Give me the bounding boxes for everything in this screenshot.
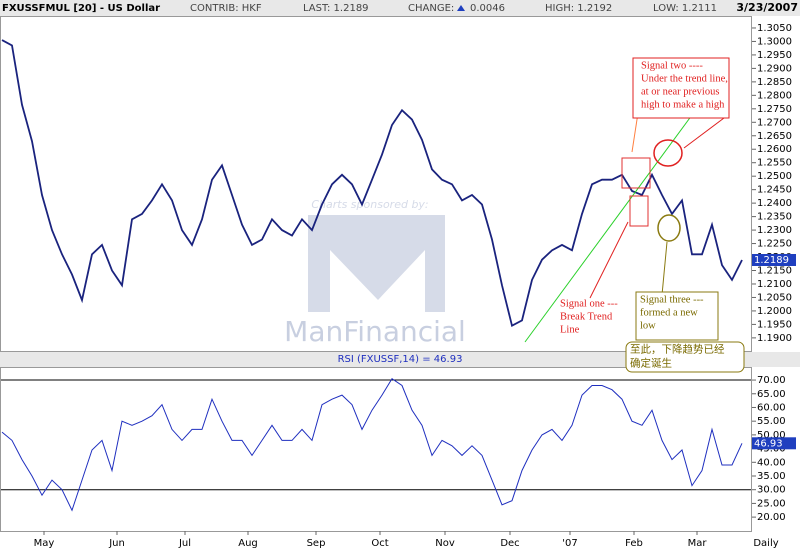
annotation-text: Signal two ---- [641,60,703,71]
y-tick-label: 1.2550 [757,158,792,169]
period-label: Daily [753,538,778,549]
y-tick-label: 1.2700 [757,117,792,128]
last-value-box [752,437,796,450]
annotation-text: Signal three --- [640,294,704,305]
x-tick-label: Dec [500,538,519,549]
y-tick-label: 25.00 [757,498,786,509]
annotation-text: formed a new [640,307,698,318]
circle [657,214,681,242]
y-tick-label: 1.1900 [757,333,792,344]
circle [653,139,683,167]
x-tick-label: Sep [307,538,326,549]
annotation-text: Break Trend [560,311,613,322]
arrow [683,114,729,149]
y-tick-label: 1.2750 [757,104,792,115]
series-line [1,377,743,512]
watermark-sponsor: Charts sponsored by: [311,198,428,211]
y-tick-label: 1.2400 [757,198,792,209]
contrib: CONTRIB: HKF [190,3,262,14]
x-tick-label: Jul [178,538,191,549]
annotation-text: Under the trend line, [641,73,728,84]
rsi-title: RSI (FXUSSF,14) = 46.93 [338,354,463,365]
x-tick-label: Nov [435,538,455,549]
x-tick-label: May [34,538,55,549]
annotation-box [635,291,719,341]
last-value-label: 46.93 [754,438,783,449]
y-tick-label: 50.00 [757,430,786,441]
y-tick-label: 1.2050 [757,292,792,303]
low: LOW: 1.2111 [653,3,717,14]
y-tick-label: 1.1950 [757,319,792,330]
y-tick-label: 35.00 [757,471,786,482]
annotation-box [625,341,745,373]
x-tick-label: Mar [688,538,708,549]
y-tick-label: 1.2950 [757,50,792,61]
high: HIGH: 1.2192 [545,3,612,14]
annotation-box [632,57,730,119]
y-tick-label: 40.00 [757,457,786,468]
rsi-panel [0,367,752,532]
y-tick-label: 55.00 [757,416,786,427]
last-value-box [752,253,796,266]
y-tick-label: 1.3050 [757,23,792,34]
y-tick-label: 1.3000 [757,36,792,47]
annotation-text: high to make a high [641,99,725,110]
y-tick-label: 60.00 [757,402,786,413]
date: 3/23/2007 [736,1,798,14]
x-tick-label: Feb [625,538,643,549]
annotation-text: low [640,320,656,331]
annotation-text: at or near previous [641,86,719,97]
annotation-text: 确定诞生 [630,356,672,369]
y-tick-label: 1.2900 [757,63,792,74]
x-tick-label: Jun [108,538,125,549]
last: LAST: 1.2189 [303,3,369,14]
series-line [1,39,743,328]
y-tick-label: 1.2150 [757,266,792,277]
highlight-box [629,195,649,227]
annotation-text: Signal one --- [560,298,618,309]
y-tick-label: 70.00 [757,375,786,386]
watermark-logo [308,215,445,312]
symbol: FXUSSFMUL [20] - US Dollar [2,3,160,14]
y-tick-label: 1.2100 [757,279,792,290]
y-tick-label: 1.2000 [757,306,792,317]
up-arrow [457,5,465,11]
annotation-text: Line [560,324,580,335]
y-tick-label: 1.2800 [757,90,792,101]
watermark-brand: ManFinancial [284,315,466,348]
y-tick-label: 65.00 [757,389,786,400]
change: 0.0046 [470,3,505,14]
arrow [589,221,629,299]
rsi-title-bar [0,352,800,367]
arrow [661,241,668,296]
y-tick-label: 1.2250 [757,239,792,250]
y-tick-label: 1.2300 [757,225,792,236]
header-bar [0,0,800,16]
y-tick-label: 1.2350 [757,212,792,223]
highlight-box [621,157,651,189]
annotation-text: 至此，下降趋势已经 [630,342,725,355]
x-tick-label: '07 [562,538,577,549]
x-tick-label: Aug [238,538,258,549]
y-tick-label: 1.2650 [757,131,792,142]
trend-line [524,114,693,343]
last-value-label: 1.2189 [754,255,789,266]
y-tick-label: 1.2450 [757,185,792,196]
y-tick-label: 1.2600 [757,144,792,155]
x-tick-label: Oct [371,538,388,549]
y-tick-label: 30.00 [757,485,786,496]
price-panel [0,16,752,352]
y-tick-label: 1.2850 [757,77,792,88]
change-label: CHANGE: [408,3,454,14]
y-tick-label: 20.00 [757,512,786,523]
y-tick-label: 1.2500 [757,171,792,182]
